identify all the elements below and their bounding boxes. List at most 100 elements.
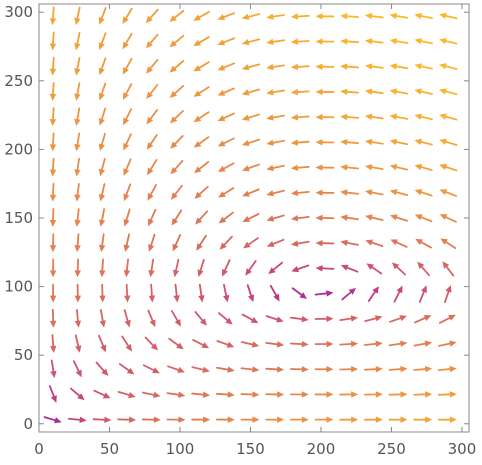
- vector-arrow: [122, 58, 133, 75]
- arrow-head: [193, 90, 202, 97]
- vector-arrow: [147, 159, 158, 176]
- arrow-head: [326, 290, 334, 297]
- vector-arrow: [437, 391, 457, 398]
- arrow-head: [100, 344, 107, 353]
- arrow-head: [49, 295, 57, 303]
- vector-arrow: [265, 315, 284, 323]
- vector-arrow: [266, 139, 285, 146]
- vector-arrow: [241, 138, 260, 147]
- vector-arrow: [171, 209, 183, 226]
- vector-arrow: [265, 341, 285, 348]
- arrow-head: [178, 416, 186, 423]
- arrow-head: [172, 269, 180, 278]
- vector-arrow: [393, 285, 403, 303]
- arrow-head: [79, 416, 87, 424]
- arrow-head: [218, 216, 227, 224]
- vector-arrow: [290, 63, 310, 71]
- arrow-head: [375, 416, 383, 423]
- vector-arrow: [169, 34, 185, 48]
- vector-arrow: [99, 309, 106, 328]
- vector-arrow: [50, 359, 57, 379]
- vector-arrow: [364, 164, 384, 171]
- vector-arrow: [194, 185, 209, 199]
- vector-arrow: [315, 13, 335, 20]
- vector-arrow: [74, 258, 81, 278]
- vector-arrow: [99, 283, 106, 303]
- arrow-head: [193, 39, 201, 47]
- arrow-head: [290, 63, 299, 71]
- arrow-head: [439, 214, 448, 221]
- arrow-head: [227, 366, 235, 373]
- arrow-head: [439, 113, 447, 120]
- arrow-head: [74, 42, 81, 51]
- arrow-head: [194, 191, 202, 199]
- vector-arrow: [315, 139, 335, 146]
- arrow-head: [252, 391, 260, 398]
- vector-arrow: [414, 163, 433, 171]
- arrow-head: [375, 365, 383, 373]
- arrow-head: [251, 341, 260, 348]
- vector-arrow: [217, 312, 233, 325]
- arrow-head: [227, 416, 235, 423]
- arrow-head: [104, 416, 112, 423]
- arrow-head: [199, 318, 207, 326]
- x-tick-label: 0: [34, 440, 44, 458]
- y-tick-label: 100: [4, 278, 33, 296]
- arrow-head: [266, 164, 274, 172]
- vector-arrow: [172, 258, 180, 278]
- y-tick-label: 50: [14, 346, 33, 364]
- vector-arrow: [315, 113, 335, 121]
- arrow-head: [125, 343, 133, 352]
- vector-arrow: [290, 189, 310, 197]
- arrow-head: [74, 143, 81, 152]
- arrow-head: [266, 89, 274, 96]
- vector-arrow: [442, 261, 455, 277]
- arrow-head: [101, 368, 109, 376]
- vector-arrow: [439, 88, 458, 96]
- arrow-head: [315, 189, 323, 196]
- arrow-head: [400, 365, 408, 373]
- vector-arrow: [123, 233, 130, 252]
- vector-arrow: [195, 210, 209, 225]
- vector-arrow: [363, 365, 383, 373]
- arrow-head: [49, 169, 57, 177]
- arrow-head: [350, 340, 359, 348]
- vector-arrow: [291, 264, 310, 273]
- arrow-head: [74, 169, 81, 177]
- vector-arrow: [98, 208, 106, 227]
- arrow-head: [365, 214, 373, 221]
- vector-arrow: [219, 235, 233, 250]
- arrow-head: [128, 391, 136, 399]
- vector-arrow: [290, 139, 310, 146]
- arrow-head: [172, 243, 179, 252]
- arrow-head: [49, 194, 57, 202]
- vector-arrow: [339, 340, 359, 348]
- vector-arrow: [414, 113, 433, 121]
- arrow-head: [217, 140, 226, 147]
- vector-arrow: [241, 63, 261, 71]
- arrow-head: [241, 64, 250, 71]
- y-tick-label: 200: [4, 140, 33, 158]
- arrow-head: [227, 391, 235, 398]
- arrow-head: [248, 294, 255, 303]
- arrow-head: [242, 165, 250, 172]
- arrow-head: [414, 88, 422, 95]
- arrow-head: [414, 163, 423, 171]
- arrow-head: [449, 365, 457, 373]
- vector-arrow: [340, 38, 360, 45]
- arrow-head: [174, 318, 182, 327]
- vector-arrow: [388, 416, 408, 423]
- vector-arrow: [216, 366, 235, 373]
- vector-arrow: [170, 135, 184, 149]
- arrow-head: [169, 65, 178, 73]
- arrow-head: [98, 92, 105, 101]
- vector-arrow: [365, 214, 384, 221]
- arrow-head: [301, 366, 309, 373]
- arrow-head: [122, 92, 129, 100]
- vector-arrow: [49, 107, 57, 127]
- arrow-head: [219, 242, 227, 250]
- arrow-head: [241, 139, 250, 147]
- arrow-head: [245, 268, 252, 276]
- arrow-head: [326, 340, 334, 348]
- arrow-head: [340, 63, 348, 70]
